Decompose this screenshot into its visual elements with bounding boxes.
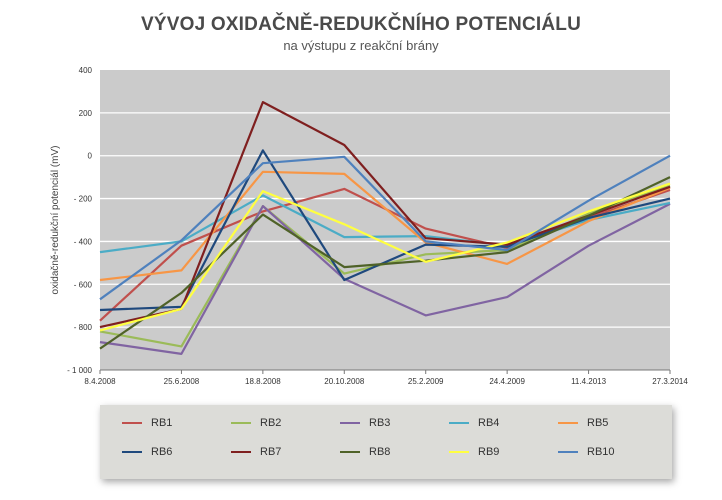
x-tick-label: 8.4.2008 — [84, 377, 116, 386]
legend-swatch — [231, 422, 251, 424]
series-line-rb9 — [99, 182, 671, 332]
legend-item-rb9: RB9 — [449, 443, 499, 461]
x-tick-label: 20.10.2008 — [324, 377, 365, 386]
legend-label: RB7 — [260, 446, 282, 458]
legend-item-rb6: RB6 — [122, 443, 172, 461]
legend-label: RB3 — [369, 417, 391, 429]
x-tick-label: 27.3.2014 — [652, 377, 688, 386]
y-tick-label: 400 — [79, 66, 93, 75]
legend-item-rb10: RB10 — [558, 443, 615, 461]
legend-swatch — [122, 422, 142, 424]
chart-subtitle: na výstupu z reakční brány — [283, 38, 439, 53]
legend-label: RB6 — [151, 446, 173, 458]
y-axis-ticks: 400 200 0 - 200 - 400 - 600 - 800 - 1 000 — [67, 66, 92, 375]
legend-item-rb3: RB3 — [340, 414, 390, 432]
series-line-rb5 — [99, 170, 671, 282]
legend-swatch — [122, 451, 142, 453]
chart-title: VÝVOJ OXIDAČNĚ-REDUKČNÍHO POTENCIÁLU — [140, 14, 582, 35]
legend: RB1 RB2 RB3 RB4 RB5 RB6 RB7 RB8 RB9 RB10 — [100, 405, 672, 479]
series-line-rb8 — [99, 176, 671, 350]
y-tick-label: 200 — [79, 109, 93, 118]
y-axis-label: oxidačně-redukční potenciál (mV) — [50, 146, 61, 295]
legend-label: RB10 — [587, 446, 615, 458]
y-tick-label: - 200 — [74, 195, 93, 204]
legend-label: RB5 — [587, 417, 609, 429]
legend-swatch — [231, 451, 251, 453]
series-line-rb10 — [99, 154, 671, 301]
legend-label: RB2 — [260, 417, 282, 429]
legend-swatch — [449, 422, 469, 424]
y-tick-label: - 400 — [74, 237, 93, 246]
legend-item-rb2: RB2 — [231, 414, 281, 432]
series-line-rb7 — [99, 100, 671, 329]
legend-label: RB9 — [478, 446, 500, 458]
legend-item-rb5: RB5 — [558, 414, 608, 432]
x-axis-ticks: 8.4.2008 25.6.2008 18.8.2008 20.10.2008 25.2… — [84, 370, 688, 386]
y-tick-label: - 800 — [74, 323, 93, 332]
series-line-rb3 — [99, 202, 671, 355]
series-line-rb4 — [99, 194, 671, 254]
legend-swatch — [340, 451, 360, 453]
legend-label: RB4 — [478, 417, 500, 429]
y-tick-label: - 1 000 — [67, 366, 92, 375]
legend-item-rb7: RB7 — [231, 443, 281, 461]
x-tick-label: 25.6.2008 — [164, 377, 200, 386]
legend-item-rb4: RB4 — [449, 414, 499, 432]
y-tick-label: - 600 — [74, 280, 93, 289]
legend-item-rb8: RB8 — [340, 443, 390, 461]
legend-label: RB1 — [151, 417, 173, 429]
x-tick-label: 18.8.2008 — [245, 377, 281, 386]
series-lines — [99, 100, 671, 355]
legend-swatch — [558, 451, 578, 453]
legend-swatch — [340, 422, 360, 424]
y-tick-label: 0 — [88, 152, 93, 161]
x-tick-label: 11.4.2013 — [571, 377, 607, 386]
legend-swatch — [449, 451, 469, 453]
legend-item-rb1: RB1 — [122, 414, 172, 432]
x-tick-label: 24.4.2009 — [489, 377, 525, 386]
legend-swatch — [558, 422, 578, 424]
legend-label: RB8 — [369, 446, 391, 458]
x-tick-label: 25.2.2009 — [408, 377, 444, 386]
